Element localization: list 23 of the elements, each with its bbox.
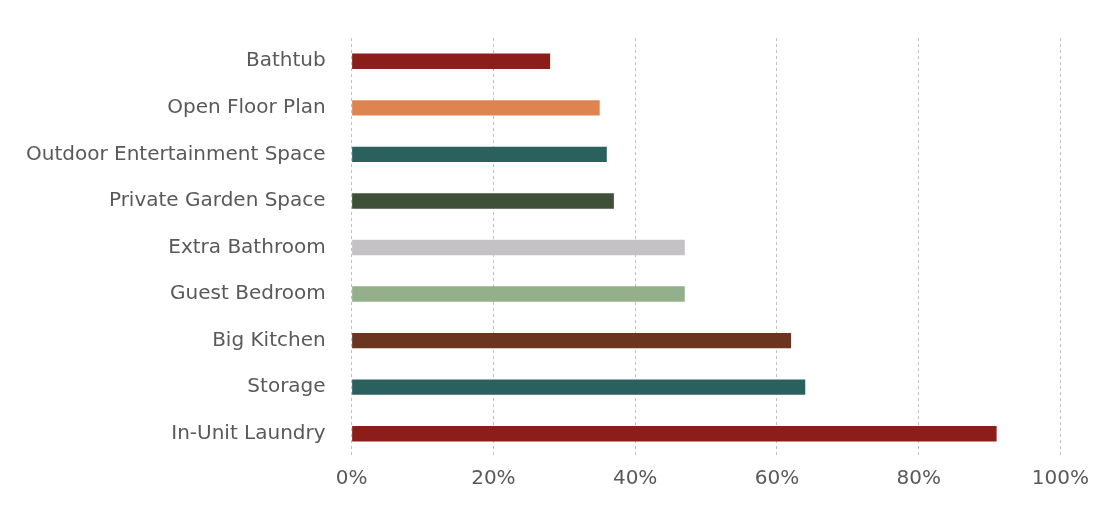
x-tick-label: 40% — [612, 465, 658, 490]
bar — [352, 53, 551, 69]
y-tick-label: Private Garden Space — [108, 187, 326, 212]
bar — [352, 379, 806, 395]
y-tick-label: Guest Bedroom — [170, 280, 326, 305]
y-tick-label: In-Unit Laundry — [171, 419, 326, 444]
y-tick-label: Storage — [247, 373, 326, 398]
x-tick-label: 20% — [471, 465, 516, 490]
bar — [352, 193, 614, 209]
bar — [352, 332, 792, 349]
bar — [352, 286, 685, 302]
y-tick-label: Outdoor Entertainment Space — [25, 140, 326, 165]
y-tick-label: Big Kitchen — [212, 326, 326, 351]
x-tick-label: 0% — [335, 465, 368, 490]
y-tick-label: Extra Bathroom — [168, 233, 326, 258]
x-tick-label: 60% — [754, 465, 800, 490]
bar — [352, 100, 600, 116]
bar — [352, 426, 997, 442]
x-tick-label: 80% — [896, 465, 941, 490]
bar — [352, 146, 607, 163]
y-tick-label: Bathtub — [245, 47, 326, 72]
x-tick-label: 100% — [1031, 465, 1089, 490]
y-tick-label: Open Floor Plan — [167, 94, 326, 119]
